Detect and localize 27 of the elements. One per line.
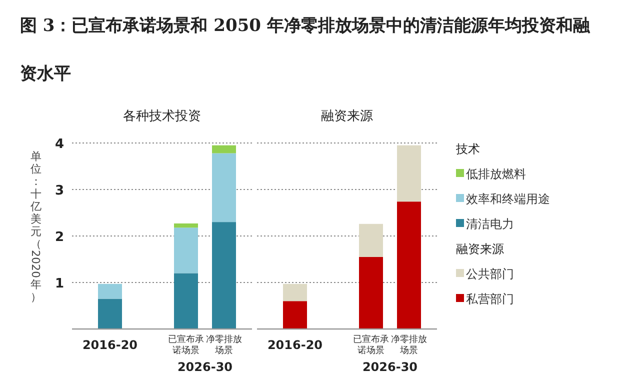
x-tick-label: 2016-20 bbox=[267, 338, 323, 352]
bar bbox=[397, 145, 421, 202]
legend-title: 融资来源 bbox=[456, 242, 504, 256]
y-axis-title: 单位：十亿美元（2020年） bbox=[29, 150, 42, 304]
y-tick-label: 4 bbox=[54, 137, 64, 152]
legend-label: 清洁电力 bbox=[466, 217, 514, 231]
x-tick-label: 2016-20 bbox=[82, 338, 138, 352]
x-tick-label: 已宣布承诺场景 bbox=[168, 334, 204, 356]
legend-label: 私营部门 bbox=[466, 292, 514, 306]
bar bbox=[397, 202, 421, 329]
x-tick-label: 净零排放场景 bbox=[391, 334, 427, 356]
y-tick-label: 2 bbox=[54, 230, 64, 245]
bar bbox=[283, 301, 307, 329]
legend-label: 公共部门 bbox=[466, 267, 514, 281]
x-tick-label: 已宣布承诺场景 bbox=[353, 334, 389, 356]
text: 2026-30 bbox=[177, 360, 233, 374]
legend-title: 技术 bbox=[455, 142, 480, 156]
bar bbox=[283, 284, 307, 302]
y-tick-label: 3 bbox=[54, 184, 64, 198]
chart-subtitle: 各种技术投资 bbox=[123, 109, 201, 124]
y-tick-label: 1 bbox=[54, 276, 64, 292]
x-tick-label: 净零排放场景 bbox=[206, 334, 242, 356]
legend-label: 低排放燃料 bbox=[466, 167, 526, 181]
text: 2026-30 bbox=[362, 360, 418, 374]
legend-label: 效率和终端用途 bbox=[466, 192, 550, 206]
chart-title: 图 3：已宣布承诺场景和 2050 年净零排放场景中的清洁能源年均投资和融资水平 bbox=[20, 16, 590, 84]
chart-subtitle: 融资来源 bbox=[321, 109, 373, 124]
